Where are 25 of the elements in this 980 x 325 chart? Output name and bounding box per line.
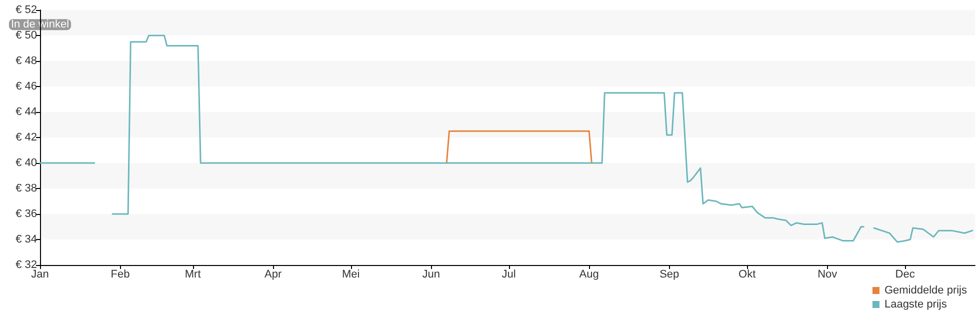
x-tick-label: Sep bbox=[660, 268, 680, 280]
x-tick-label: Nov bbox=[818, 268, 838, 280]
y-tick-label: € 42 bbox=[16, 132, 37, 144]
x-tick-label: Mrt bbox=[184, 268, 201, 280]
y-tick-label: € 36 bbox=[16, 208, 37, 220]
x-tick-label: Dec bbox=[895, 268, 916, 280]
y-tick-label: € 48 bbox=[16, 55, 37, 67]
x-tick-label: Jul bbox=[502, 268, 516, 280]
y-tick-label: € 32 bbox=[16, 259, 37, 271]
y-tick-label: € 52 bbox=[16, 4, 37, 16]
x-tick-label: Jun bbox=[422, 268, 440, 280]
y-tick-label: € 50 bbox=[16, 30, 37, 42]
x-tick-label: Feb bbox=[110, 268, 130, 280]
x-tick-label: Aug bbox=[579, 268, 599, 280]
x-tick-label: Jan bbox=[31, 268, 49, 280]
y-tick-label: € 44 bbox=[16, 106, 37, 118]
x-tick-label: Mei bbox=[342, 268, 360, 280]
legend-label: Laagste prijs bbox=[884, 298, 948, 310]
y-tick-label: € 34 bbox=[16, 234, 37, 246]
y-tick-label: € 46 bbox=[16, 80, 37, 92]
y-tick-label: € 38 bbox=[16, 182, 37, 194]
x-tick-label: Okt bbox=[738, 268, 756, 280]
x-tick-label: Apr bbox=[264, 268, 282, 280]
legend-label: Gemiddelde prijs bbox=[884, 284, 968, 296]
y-tick-label: € 40 bbox=[16, 157, 37, 169]
